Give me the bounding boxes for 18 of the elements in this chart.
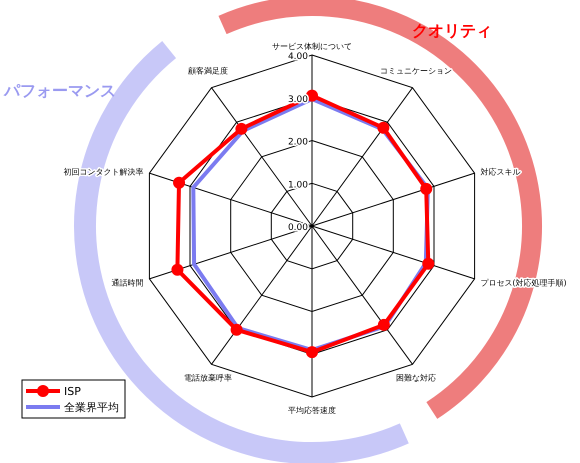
spoke-label: 困難な対応: [396, 373, 436, 382]
y-tick-label: 4.00: [288, 52, 308, 62]
spoke-label: コミュニケーション: [380, 66, 452, 76]
spoke-label: サービス体制について: [272, 42, 352, 51]
spoke-label: 初回コンタクト解決率: [64, 168, 144, 177]
spoke-label: 顧客満足度: [188, 66, 228, 76]
y-tick-label: 0.00: [288, 223, 308, 233]
legend-label: 全業界平均: [64, 401, 119, 414]
spoke-label: 対応スキル: [480, 168, 520, 177]
text: クオリティ: [412, 21, 492, 40]
y-tick-label: 1.00: [288, 180, 308, 190]
y-tick-label: 2.00: [288, 138, 308, 148]
text: パフォーマンス: [3, 81, 116, 100]
spoke-label: 平均応答速度: [288, 406, 336, 415]
spoke-label: 通話時間: [112, 278, 144, 288]
legend-label: ISP: [64, 385, 82, 398]
spoke-label: プロセス(対応処理手順): [480, 278, 567, 288]
spoke-label: 電話放棄呼率: [184, 373, 232, 382]
